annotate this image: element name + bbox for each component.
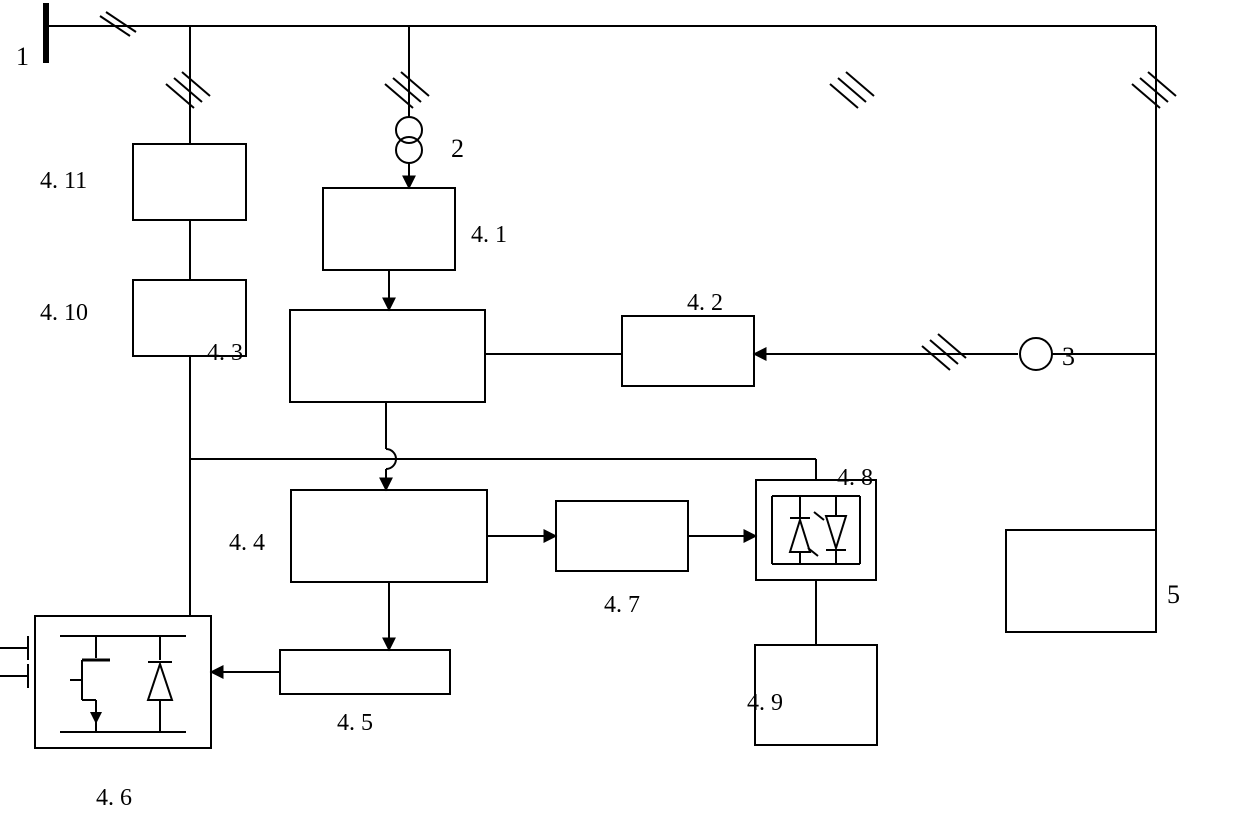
label-4-2: 4. 2 — [687, 290, 723, 317]
label-4-11: 4. 11 — [40, 168, 87, 195]
label-4-7: 4. 7 — [604, 592, 640, 619]
label-4-5: 4. 5 — [337, 710, 373, 737]
label-4-10: 4. 10 — [40, 300, 88, 327]
label-4-1: 4. 1 — [471, 222, 507, 249]
label-4-6: 4. 6 — [96, 785, 132, 812]
label-4-4: 4. 4 — [229, 530, 265, 557]
label-4-9: 4. 9 — [747, 690, 783, 717]
label-3: 3 — [1062, 342, 1075, 372]
label-5: 5 — [1167, 580, 1180, 610]
label-4-8: 4. 8 — [837, 465, 873, 492]
label-1: 1 — [16, 42, 29, 72]
diagram-svg — [0, 0, 1240, 827]
label-2: 2 — [451, 134, 464, 164]
label-4-3: 4. 3 — [207, 340, 243, 367]
diagram-stage: 1 2 3 5 4. 1 4. 2 4. 3 4. 4 4. 5 4. 6 4.… — [0, 0, 1240, 827]
